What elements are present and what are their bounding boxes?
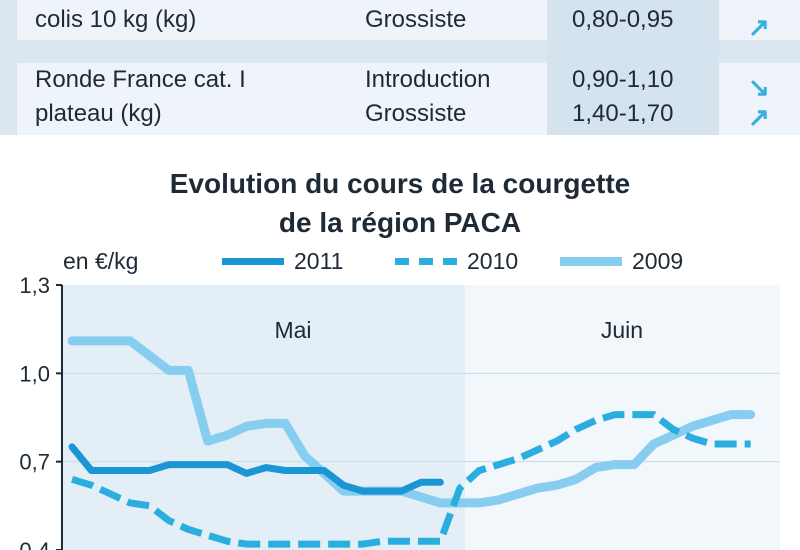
y-tick-label: 1,0 — [19, 361, 50, 386]
legend-swatch — [560, 257, 622, 266]
product-cell: Ronde France cat. I — [35, 66, 246, 93]
stage-cell: Grossiste — [365, 100, 467, 127]
price-cell: 0,80-0,95 — [572, 6, 674, 33]
product-cell: colis 10 kg (kg) — [35, 6, 197, 33]
legend-swatch — [222, 258, 284, 265]
chart-title: Evolution du cours de la courgette — [169, 168, 631, 199]
chart-title: de la région PACA — [278, 207, 522, 238]
legend-item-2010: 2010 — [395, 248, 518, 275]
price-column — [547, 0, 719, 135]
trend-up-icon: ↗ — [748, 102, 770, 132]
price-table: colis 10 kg (kg) Grossiste 0,80-0,95 ↗ R… — [0, 0, 800, 135]
legend-label: 2009 — [632, 248, 684, 274]
y-unit-label: en €/kg — [63, 248, 139, 274]
month-band-mai — [62, 285, 465, 550]
legend-label: 2011 — [294, 248, 344, 274]
trend-up-icon: ↗ — [748, 12, 770, 42]
price-cell: 0,90-1,10 — [572, 66, 674, 93]
legend-item-2011: 2011 — [222, 248, 343, 275]
product-cell: plateau (kg) — [35, 100, 162, 127]
y-tick-label: 0,4 — [19, 538, 50, 550]
legend-item-2009: 2009 — [560, 248, 683, 275]
series-line-2009 — [67, 336, 756, 508]
series-line-2011 — [68, 443, 444, 495]
month-label-juin: Juin — [601, 317, 643, 343]
stage-cell: Grossiste — [365, 6, 467, 33]
stage-cell: Introduction — [365, 66, 491, 93]
y-tick-label: 1,3 — [19, 273, 50, 298]
month-label-mai: Mai — [274, 317, 311, 343]
y-tick-label: 0,7 — [19, 450, 50, 475]
price-cell: 1,40-1,70 — [572, 100, 674, 127]
legend-label: 2010 — [467, 248, 519, 274]
legend-swatch — [395, 258, 457, 265]
trend-down-icon: ↘ — [748, 72, 770, 102]
series-line-2010 — [70, 411, 751, 548]
